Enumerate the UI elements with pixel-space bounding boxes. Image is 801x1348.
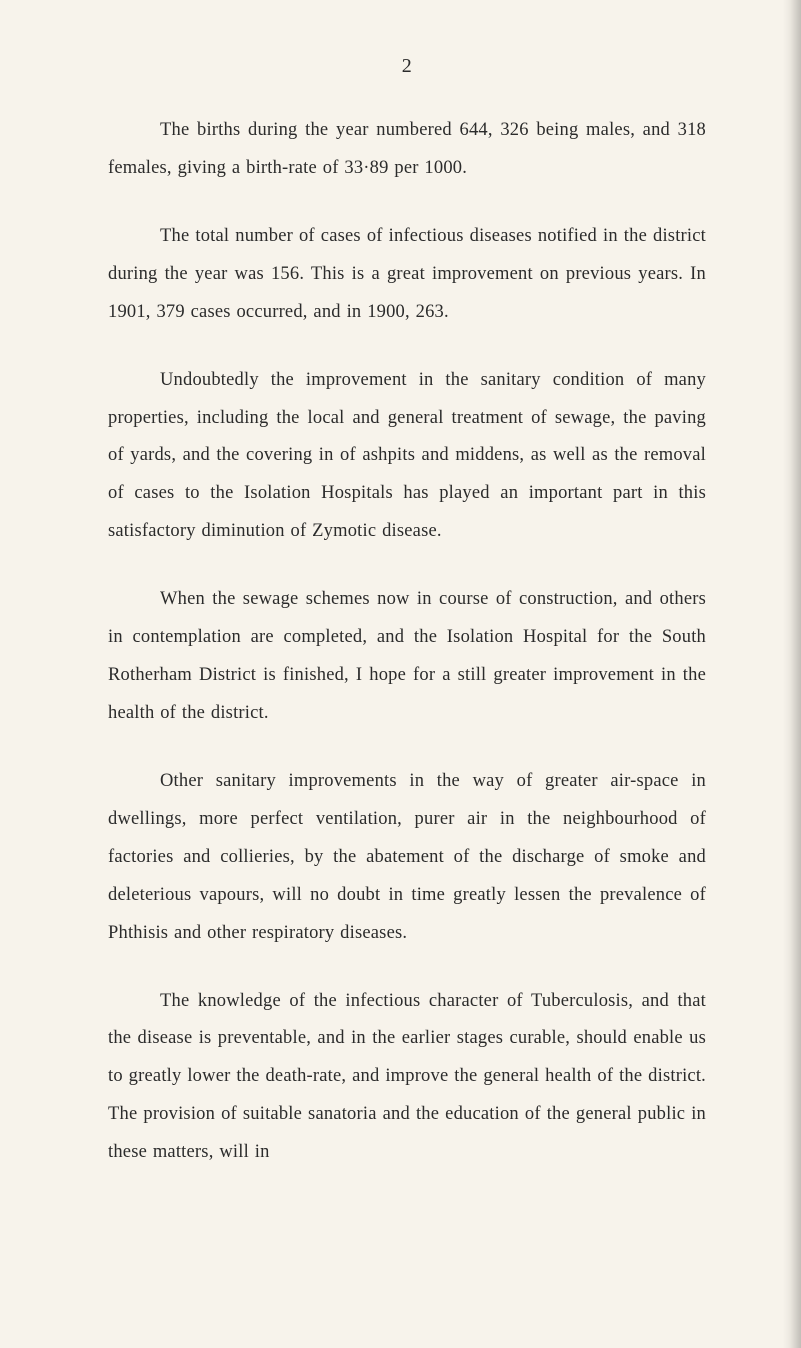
paragraph: The births during the year numbered 644,… [108, 112, 706, 188]
paragraph: Other sanitary improvements in the way o… [108, 763, 706, 953]
document-page: 2 The births during the year numbered 64… [0, 0, 801, 1348]
paragraph: The knowledge of the infectious characte… [108, 983, 706, 1173]
paragraph: When the sewage schemes now in course of… [108, 581, 706, 733]
paragraph: Undoubtedly the improvement in the sanit… [108, 362, 706, 552]
paragraph: The total number of cases of infectious … [108, 218, 706, 332]
page-number: 2 [108, 55, 706, 78]
